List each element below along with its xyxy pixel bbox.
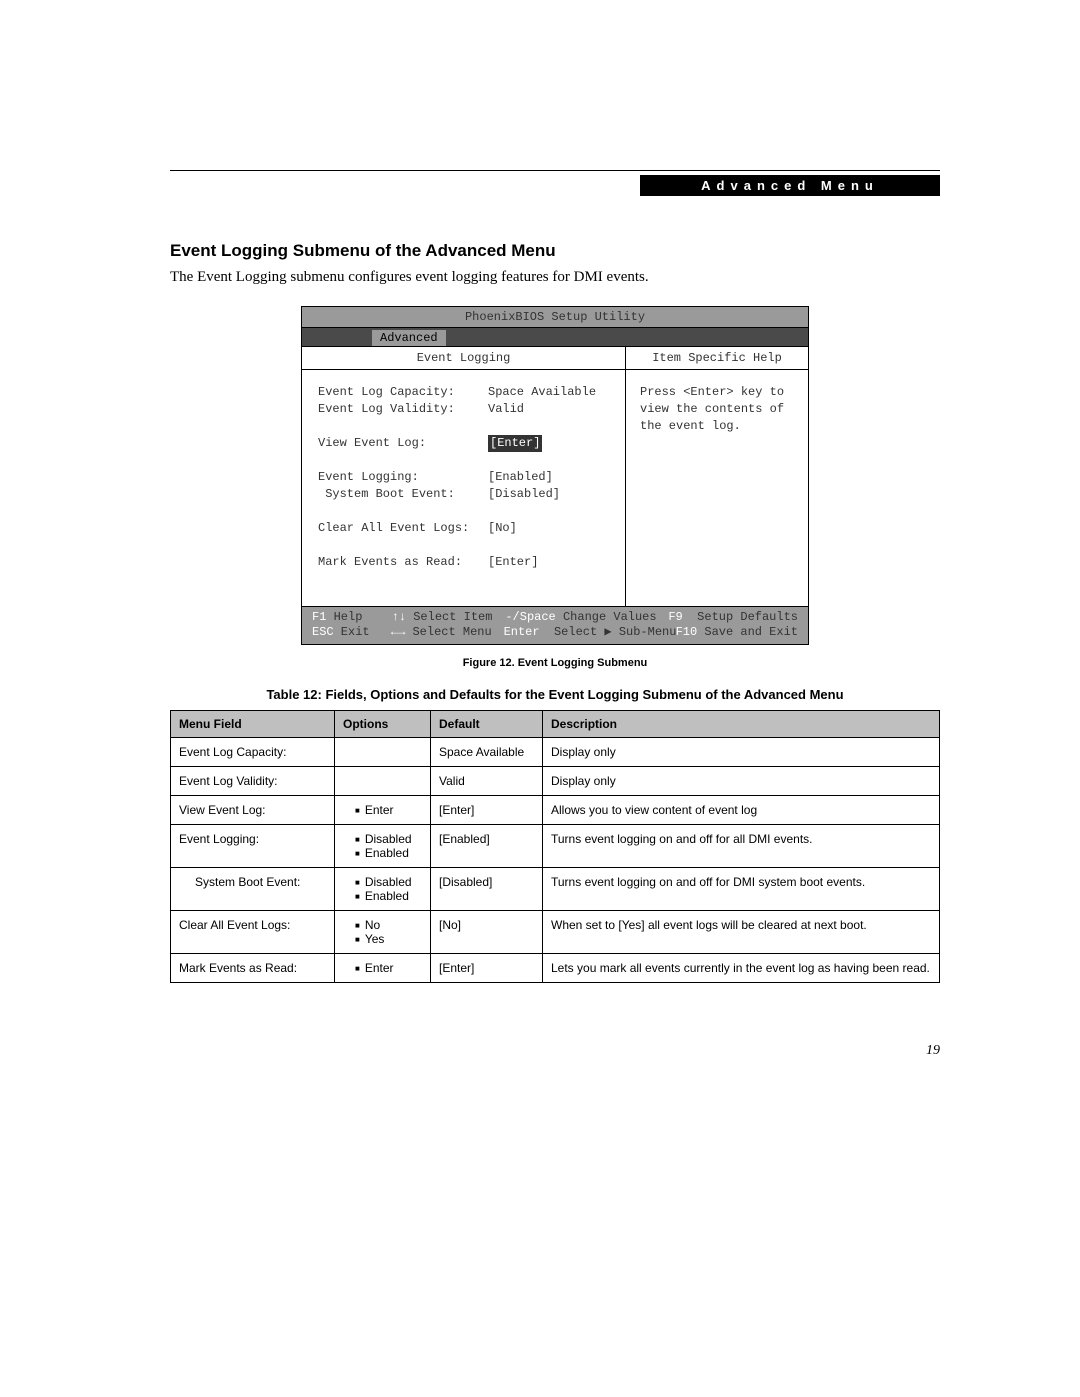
bios-row-clear: Clear All Event Logs:[No] [318, 520, 615, 537]
th-default: Default [431, 711, 543, 738]
td-default: Valid [431, 767, 543, 796]
bios-row-logging: Event Logging:[Enabled] [318, 469, 615, 486]
option-item: Disabled [355, 875, 422, 889]
td-description: Lets you mark all events currently in th… [543, 954, 940, 983]
td-menu-field: Event Logging: [171, 825, 335, 868]
bios-help-line: Press <Enter> key to [640, 384, 798, 401]
td-default: [Disabled] [431, 868, 543, 911]
bios-key-label: Change Values [556, 610, 657, 624]
table-row: Clear All Event Logs:NoYes[No]When set t… [171, 911, 940, 954]
bios-key-label: Select Item [406, 610, 492, 624]
td-menu-field: View Event Log: [171, 796, 335, 825]
bios-key-label: Select Menu [405, 625, 491, 639]
th-description: Description [543, 711, 940, 738]
bios-key-label: Save and Exit [697, 625, 798, 639]
bios-subheader: Event Logging Item Specific Help [302, 347, 808, 370]
option-item: Yes [355, 932, 422, 946]
td-options: Enter [335, 796, 431, 825]
td-default: Space Available [431, 738, 543, 767]
td-description: Turns event logging on and off for DMI s… [543, 868, 940, 911]
td-menu-field: Mark Events as Read: [171, 954, 335, 983]
bios-key-f1: F1 [312, 610, 326, 624]
bios-key-esc: ESC [312, 625, 334, 639]
table-title: Table 12: Fields, Options and Defaults f… [170, 687, 940, 702]
bios-screenshot: PhoenixBIOS Setup Utility Advanced Event… [301, 306, 809, 645]
bios-key-arrows-h: ←→ [391, 625, 405, 639]
option-item: No [355, 918, 422, 932]
table-row: Mark Events as Read: Enter [Enter]Lets you… [171, 954, 940, 983]
table-row: Event Log Capacity: Space AvailableDispla… [171, 738, 940, 767]
bios-key-label: Setup Defaults [683, 610, 798, 624]
intro-text: The Event Logging submenu configures eve… [170, 269, 940, 286]
bios-key-enter: Enter [504, 625, 540, 639]
td-options: NoYes [335, 911, 431, 954]
bios-key-arrows-v: ↑↓ [392, 610, 406, 624]
page-number: 19 [170, 1043, 940, 1059]
bios-help-line: the event log. [640, 418, 798, 435]
options-table: Menu Field Options Default Description E… [170, 710, 940, 983]
option-item: Enabled [355, 846, 422, 860]
td-menu-field: Event Log Capacity: [171, 738, 335, 767]
td-default: [Enter] [431, 954, 543, 983]
header-strip: Advanced Menu [640, 175, 940, 196]
bios-key-space: -/Space [505, 610, 555, 624]
td-default: [Enter] [431, 796, 543, 825]
bios-row-capacity: Event Log Capacity:Space Available [318, 384, 615, 401]
table-row: View Event Log: Enter [Enter]Allows you to… [171, 796, 940, 825]
bios-fields: Event Log Capacity:Space Available Event… [302, 370, 626, 606]
bios-help-line: view the contents of [640, 401, 798, 418]
bios-row-validity: Event Log Validity:Valid [318, 401, 615, 418]
table-row: Event Log Validity: ValidDisplay only [171, 767, 940, 796]
table-header-row: Menu Field Options Default Description [171, 711, 940, 738]
td-default: [No] [431, 911, 543, 954]
td-menu-field: Event Log Validity: [171, 767, 335, 796]
td-description: Allows you to view content of event log [543, 796, 940, 825]
option-item: Enter [355, 803, 422, 817]
bios-tab-advanced: Advanced [372, 330, 446, 346]
td-options: Enter [335, 954, 431, 983]
bios-panel-title-left: Event Logging [302, 347, 626, 369]
bios-key-label: Help [326, 610, 362, 624]
bios-key-f9: F9 [668, 610, 682, 624]
table-row: Event Logging:DisabledEnabled[Enabled]Tu… [171, 825, 940, 868]
td-options [335, 738, 431, 767]
td-options [335, 767, 431, 796]
td-options: DisabledEnabled [335, 825, 431, 868]
section-title: Event Logging Submenu of the Advanced Me… [170, 241, 940, 261]
bios-key-label: Select ▶ Sub-Menu [540, 625, 677, 639]
bios-tabbar: Advanced [302, 328, 808, 347]
td-menu-field: Clear All Event Logs: [171, 911, 335, 954]
bios-panel-title-right: Item Specific Help [626, 347, 808, 369]
bios-help: Press <Enter> key to view the contents o… [626, 370, 808, 606]
td-description: Display only [543, 767, 940, 796]
table-row: System Boot Event:DisabledEnabled[Disabl… [171, 868, 940, 911]
figure-caption: Figure 12. Event Logging Submenu [170, 657, 940, 669]
td-menu-field: System Boot Event: [171, 868, 335, 911]
bios-key-label: Exit [334, 625, 370, 639]
td-options: DisabledEnabled [335, 868, 431, 911]
td-description: When set to [Yes] all event logs will be… [543, 911, 940, 954]
td-description: Turns event logging on and off for all D… [543, 825, 940, 868]
bios-selected-value: [Enter] [488, 435, 542, 452]
td-description: Display only [543, 738, 940, 767]
bios-footer: F1 Help ↑↓ Select Item -/Space Change Va… [302, 607, 808, 644]
option-item: Disabled [355, 832, 422, 846]
bios-row-mark: Mark Events as Read:[Enter] [318, 554, 615, 571]
th-menu-field: Menu Field [171, 711, 335, 738]
option-item: Enter [355, 961, 422, 975]
bios-key-f10: F10 [676, 625, 698, 639]
option-item: Enabled [355, 889, 422, 903]
bios-row-view: View Event Log:[Enter] [318, 435, 615, 452]
th-options: Options [335, 711, 431, 738]
bios-title: PhoenixBIOS Setup Utility [302, 307, 808, 328]
bios-row-system-boot: System Boot Event:[Disabled] [318, 486, 615, 503]
td-default: [Enabled] [431, 825, 543, 868]
